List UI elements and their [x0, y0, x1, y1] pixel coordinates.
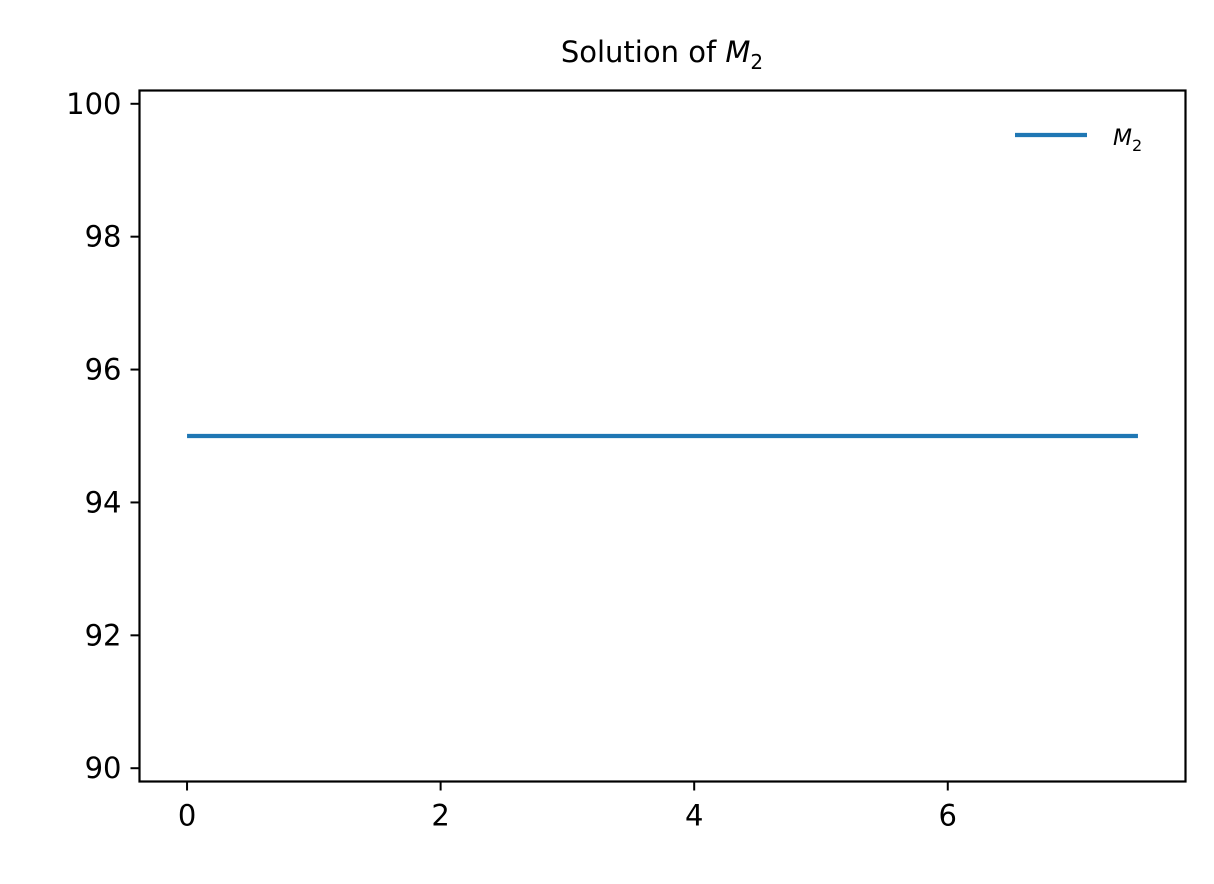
x-tick-label: 0	[178, 799, 196, 833]
chart-title-math: M	[725, 35, 750, 69]
legend: M2	[1015, 126, 1142, 155]
legend-label-subscript: 2	[1132, 136, 1142, 155]
y-axis: 90 92 94 96 98 100	[66, 87, 140, 785]
legend-label-math: M	[1113, 126, 1132, 151]
y-tick-label: 100	[66, 87, 121, 121]
y-tick-label: 92	[85, 618, 122, 652]
x-tick-label: 6	[939, 799, 957, 833]
y-tick-label: 94	[85, 485, 122, 519]
y-tick-label: 90	[85, 751, 122, 785]
y-tick-label: 96	[85, 353, 122, 387]
x-tick-label: 2	[431, 799, 449, 833]
chart-title-subscript: 2	[750, 50, 763, 74]
y-tick-label: 98	[85, 220, 122, 254]
chart-title-prefix: Solution of	[561, 35, 726, 69]
plot-area	[138, 89, 1187, 783]
x-tick-label: 4	[685, 799, 703, 833]
x-axis: 0 2 4 6	[178, 781, 957, 833]
chart-title: Solution of M2	[561, 35, 763, 74]
legend-label: M2	[1113, 126, 1142, 155]
